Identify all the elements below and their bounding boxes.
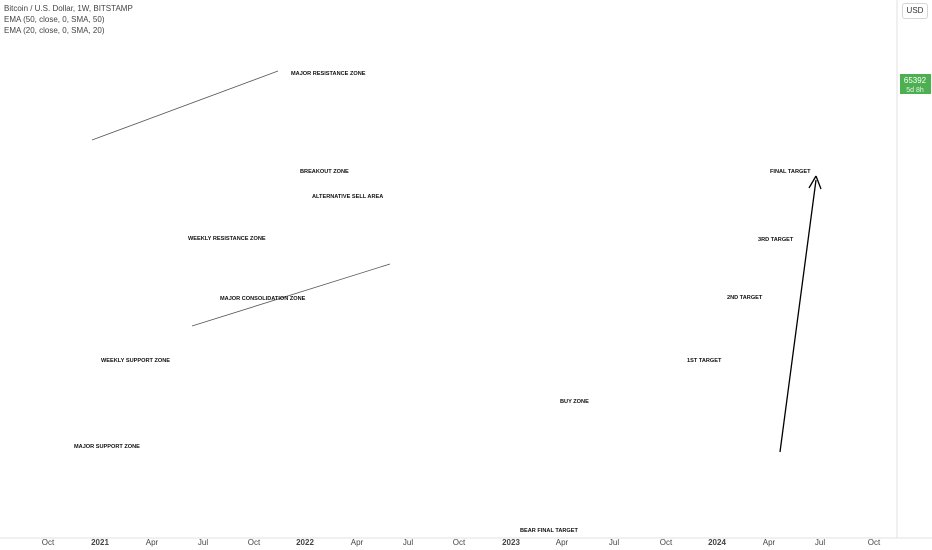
x-tick-label: 2023 (502, 538, 520, 547)
chart-legend: Bitcoin / U.S. Dollar, 1W, BITSTAMP EMA … (4, 3, 133, 36)
x-tick-label: Jul (403, 538, 413, 547)
annotation-label: BREAKOUT ZONE (300, 169, 349, 175)
countdown-text: 5d 8h (906, 87, 924, 94)
x-tick-label: Apr (146, 538, 159, 547)
target-arrowhead (808, 175, 822, 190)
x-tick-label: Oct (248, 538, 261, 547)
annotation-label: WEEKLY RESISTANCE ZONE (188, 236, 266, 242)
x-tick-label: Oct (660, 538, 673, 547)
annotation-label: BEAR FINAL TARGET (520, 528, 578, 534)
x-tick-label: 2024 (708, 538, 726, 547)
ema50-legend: EMA (50, close, 0, SMA, 50) (4, 15, 105, 24)
x-tick-label: Oct (453, 538, 466, 547)
annotation-label: 2ND TARGET (727, 295, 763, 301)
x-tick-label: Jul (815, 538, 825, 547)
annotation-label: MAJOR SUPPORT ZONE (74, 444, 140, 450)
lower-trendline (191, 263, 391, 327)
annotation-label: 1ST TARGET (687, 358, 722, 364)
annotation-label: ALTERNATIVE SELL AREA (312, 194, 383, 200)
x-tick-label: Jul (609, 538, 619, 547)
x-tick-label: Apr (556, 538, 569, 547)
annotation-label: MAJOR CONSOLIDATION ZONE (220, 296, 306, 302)
x-tick-label: 2021 (91, 538, 109, 547)
currency-button[interactable]: USD (902, 3, 928, 19)
x-tick-label: Jul (198, 538, 208, 547)
target-arrow-line (779, 179, 817, 453)
annotation-label: FINAL TARGET (770, 169, 811, 175)
annotation-label: MAJOR RESISTANCE ZONE (291, 71, 366, 77)
ema20-legend: EMA (20, close, 0, SMA, 20) (4, 26, 105, 35)
symbol-title: Bitcoin / U.S. Dollar, 1W, BITSTAMP (4, 4, 133, 13)
upper-trendline (91, 70, 279, 141)
x-tick-label: Apr (763, 538, 776, 547)
current-price-text: 65392 (904, 76, 927, 85)
annotation-label: BUY ZONE (560, 399, 589, 405)
current-price-tag (900, 74, 931, 94)
annotation-label: WEEKLY SUPPORT ZONE (101, 358, 170, 364)
x-tick-label: Oct (868, 538, 881, 547)
x-tick-label: Oct (42, 538, 55, 547)
x-tick-label: 2022 (296, 538, 314, 547)
annotation-label: 3RD TARGET (758, 237, 794, 243)
x-tick-label: Apr (351, 538, 364, 547)
